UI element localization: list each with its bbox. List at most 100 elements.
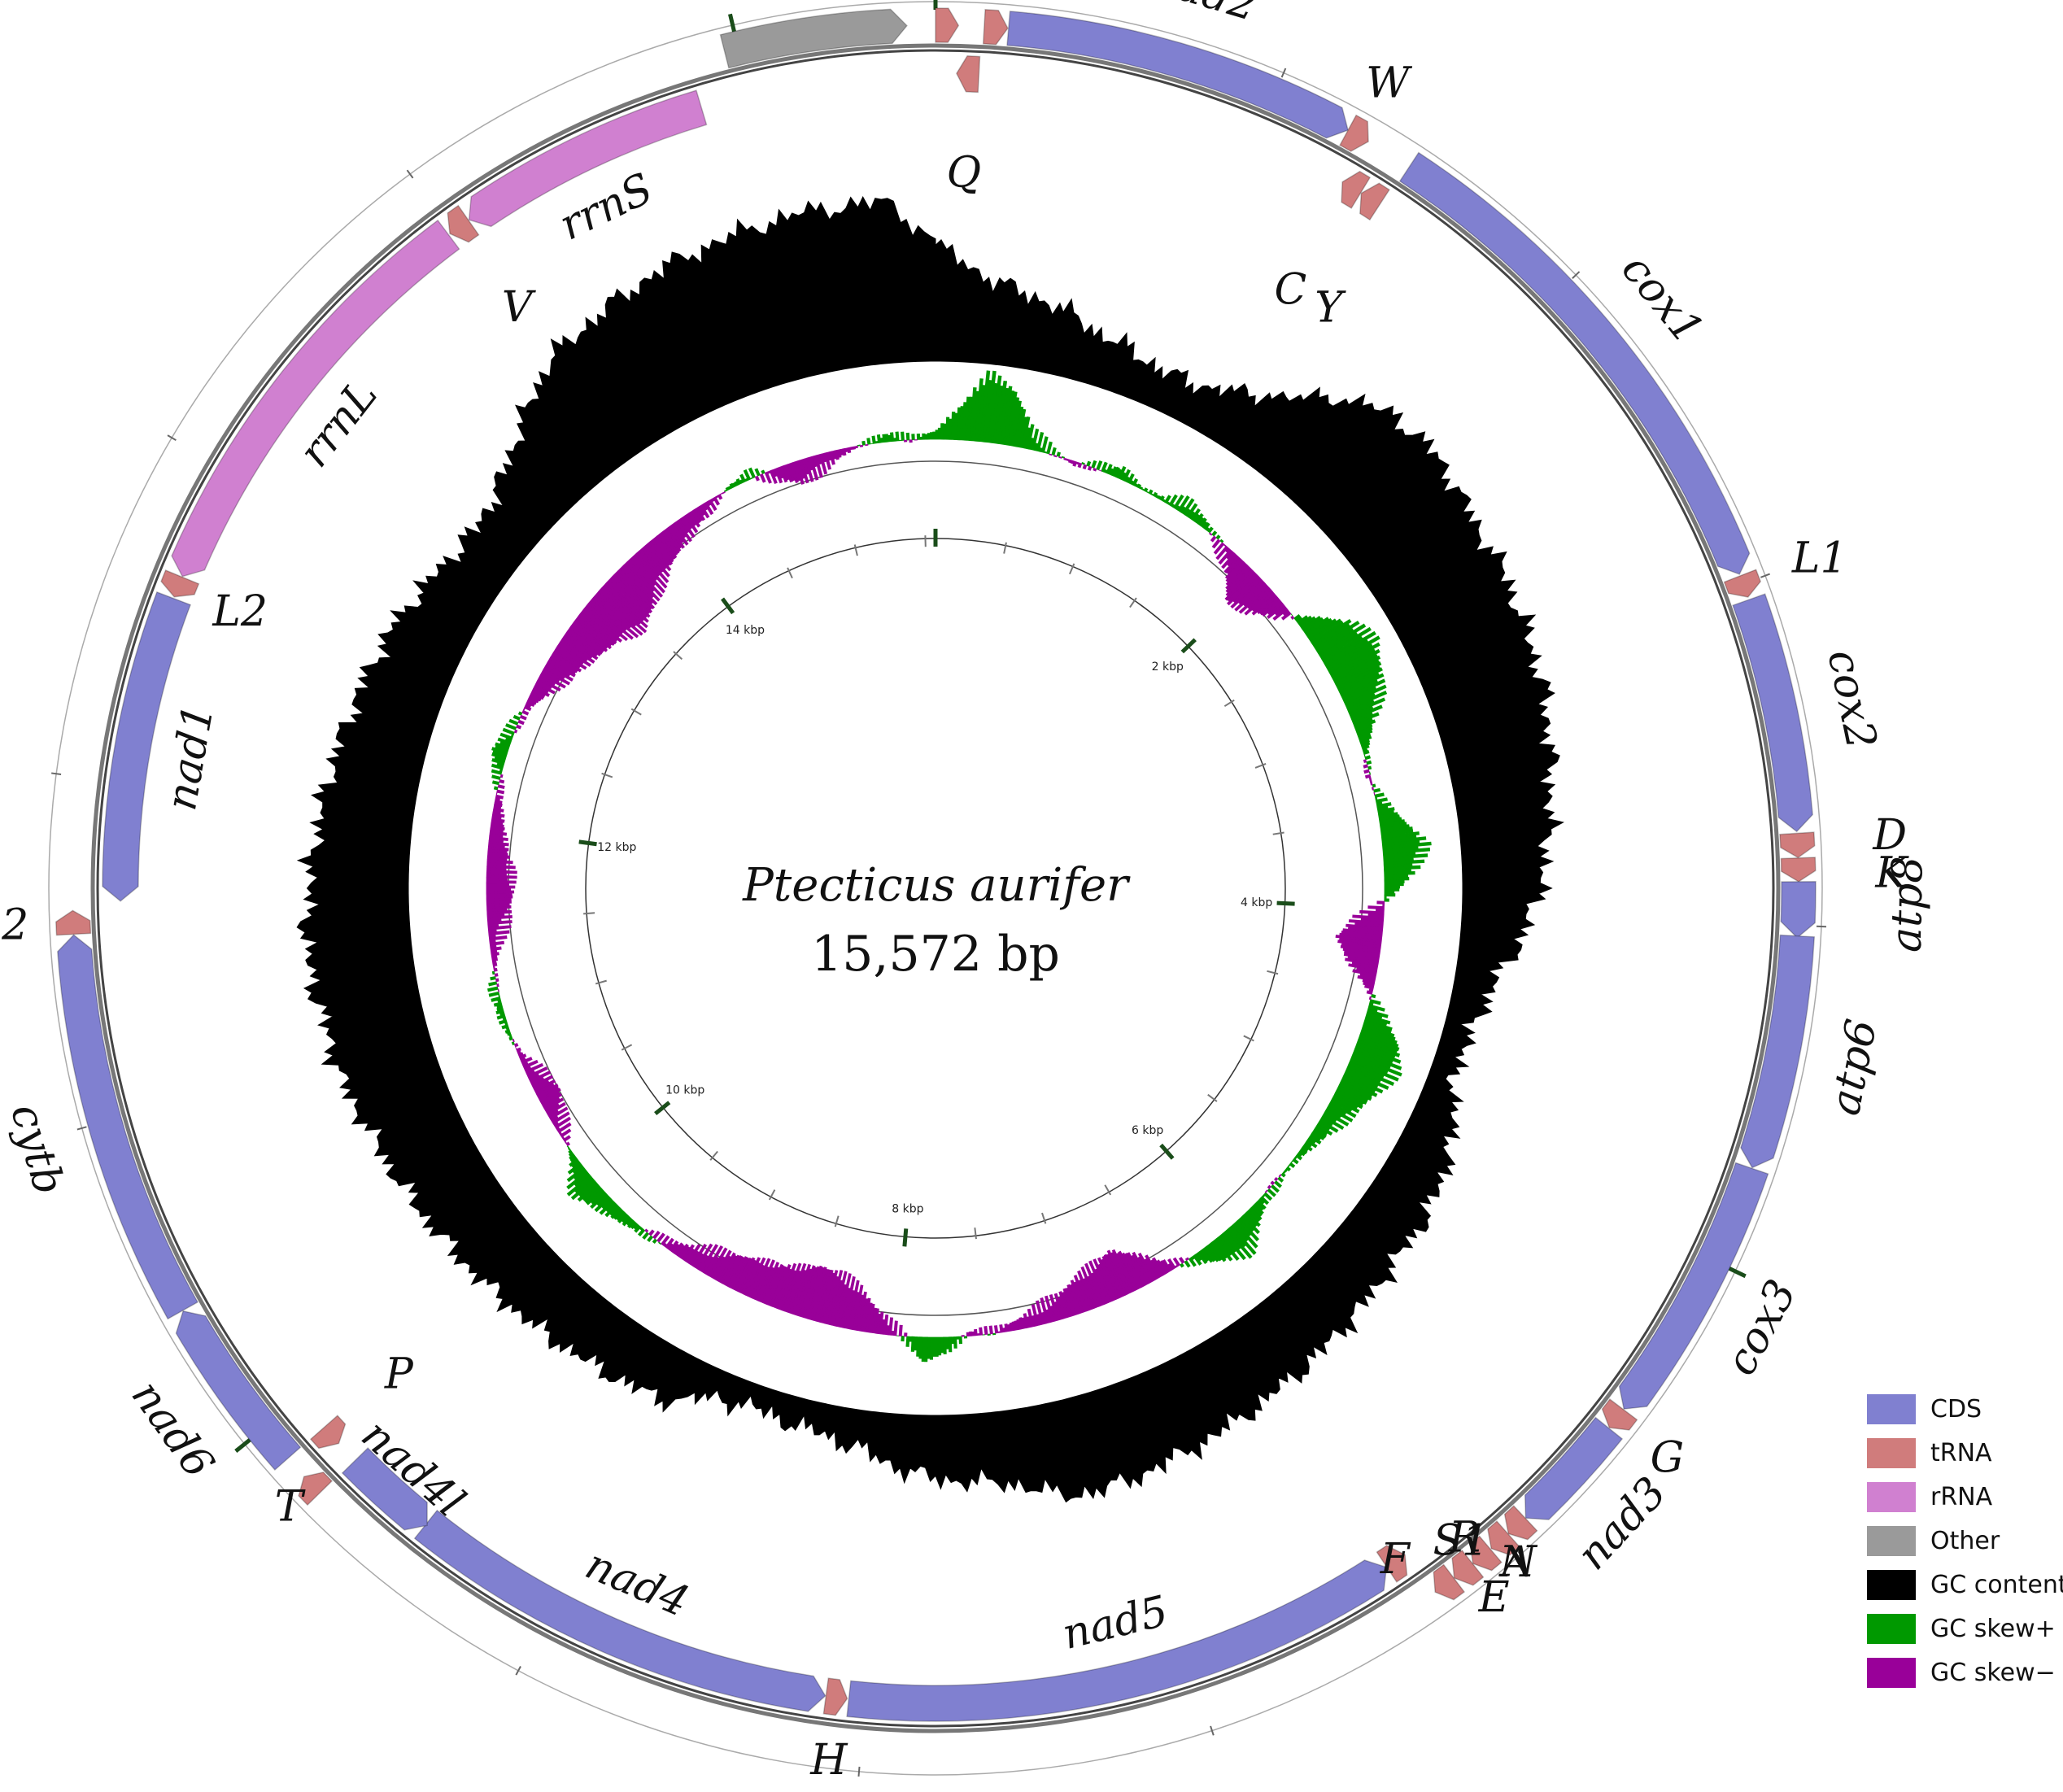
outer-tick [1726,1266,1747,1279]
feature-G [1601,1398,1638,1431]
label-nad5: nad5 [1058,1587,1172,1659]
label-cox2: cox2 [1817,645,1886,752]
inner-tick [1159,1143,1175,1160]
label-N: N [1498,1537,1537,1586]
inner-tick [621,1044,633,1051]
label-E: E [1478,1573,1510,1622]
inner-tick [630,708,642,716]
inner-tick [1243,1035,1254,1042]
label-K: K [1874,849,1909,898]
outer-tick [857,1766,861,1777]
tick-label: 10 kbp [665,1084,704,1097]
feature-F [1376,1545,1408,1583]
label-nad2: nad2 [1146,0,1263,31]
outer-tick [167,434,177,442]
feature-nad4 [413,1509,827,1712]
legend-swatch [1867,1393,1916,1424]
label-nad3: nad3 [1568,1468,1676,1580]
label-T: T [275,1482,306,1531]
feature-CR [719,8,908,69]
feature-S2 [55,909,92,936]
feature-nad5 [846,1559,1388,1722]
outer-tick [406,169,414,179]
inner-tick [853,544,858,556]
feature-L2 [160,569,200,598]
label-R: R [1448,1514,1481,1563]
legend-label: rRNA [1930,1482,1993,1511]
gc-content-track [296,196,1564,1503]
feature-atp8 [1780,880,1817,939]
inner-tick [834,1215,840,1227]
label-S1: S1 [1433,1516,1489,1565]
inner-tick [1068,563,1075,575]
feature-cox2 [1732,593,1813,833]
feature-cytb [57,934,199,1320]
label-Q: Q [946,149,981,198]
feature-S1 [1451,1549,1485,1586]
inner-tick [709,1150,718,1161]
legend-swatch [1867,1525,1916,1556]
label-H: H [809,1736,848,1785]
feature-P [309,1415,347,1450]
feature-nad1 [102,591,192,902]
label-atp8: atp8 [1882,856,1933,953]
outer-tick [51,772,62,775]
feature-cox3 [1618,1162,1769,1410]
legend-swatch [1867,1437,1916,1468]
label-cytb: cytb [1,1098,73,1200]
inner-tick [578,839,597,847]
outer-tick [76,1126,87,1131]
legend: CDS tRNA rRNA Other GC content GC skew+ GC ske… [1867,1387,2063,1694]
feature-nad3 [1524,1416,1624,1520]
center-text: Ptecticus aurifer 15,572 bp [742,859,1131,983]
legend-item: GC skew− [1867,1650,2062,1694]
legend-item: GC content [1867,1563,2063,1607]
label-D: D [1872,811,1907,860]
feature-E [1433,1563,1466,1601]
inner-tick [1104,1184,1112,1196]
feature-rrnS [468,89,708,228]
inner-tick [768,1189,776,1201]
outer-tick [1210,1725,1215,1736]
feature-M [982,8,1009,46]
inner-tick [1276,900,1295,906]
feature-K [1779,831,1816,859]
label-V: V [502,283,536,332]
feature-rrnL [171,219,460,578]
legend-item: rRNA [1867,1475,2062,1519]
inner-tick [595,979,607,985]
tick-label: 12 kbp [597,841,636,854]
feature-track [55,7,1817,1733]
label-cox3: cox3 [1716,1272,1807,1384]
feature-T [298,1472,334,1506]
inner-tick [1129,597,1137,608]
inner-tick [902,1228,909,1247]
feature-R [1487,1520,1520,1556]
outer-tick [1280,68,1287,78]
gc-skew-positive [487,370,1432,1363]
feature-atp6 [1740,934,1816,1169]
legend-label: Other [1930,1526,2000,1555]
feature-N [1469,1535,1503,1572]
label-C: C [1274,266,1306,315]
feature-nad2 [1006,11,1349,139]
scale-rings [48,0,1827,1777]
gc-skew-negative [486,439,1385,1337]
feature-W [1339,114,1369,152]
label-nad6: nad6 [122,1372,224,1487]
inner-tick [1272,831,1284,835]
inner-ruler: 2 kbp 4 kbp 6 kbp 8 kbp 10 kbp 12 kbp 14 kbp [578,529,1295,1247]
feature-Y [1359,182,1390,221]
label-Y: Y [1315,283,1346,332]
legend-item: GC skew+ [1867,1607,2062,1650]
label-atp6: atp6 [1821,1015,1887,1119]
label-nad1: nad1 [157,700,224,813]
inner-tick [1180,638,1197,654]
inner-tick [654,1101,671,1116]
legend-label: GC skew+ [1930,1614,2056,1643]
tick-label: 4 kbp [1241,896,1272,909]
inner-tick [1207,1093,1218,1102]
outer-tick [234,1437,253,1453]
gc-skew-track [486,370,1432,1363]
